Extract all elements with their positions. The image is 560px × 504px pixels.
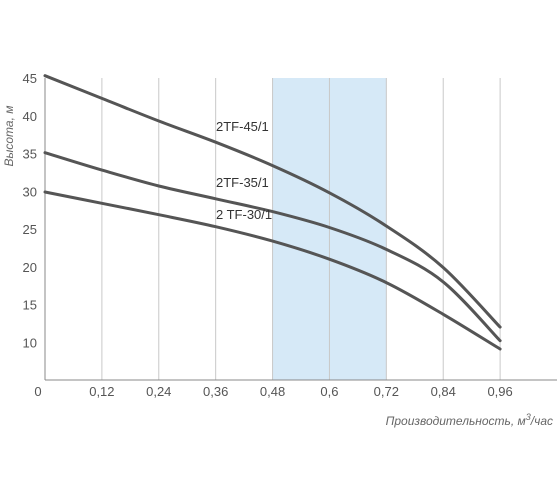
y-tick-label: 30	[23, 184, 37, 199]
y-tick-label: 40	[23, 109, 37, 124]
x-tick-label: 0,12	[89, 384, 114, 399]
series-label-3: 2 TF-30/1	[216, 207, 272, 222]
y-tick-label: 15	[23, 298, 37, 313]
series-label-2: 2TF-35/1	[216, 175, 269, 190]
y-tick-label: 45	[23, 71, 37, 86]
series-line-3	[43, 190, 502, 351]
x-tick-label: 0,96	[487, 384, 512, 399]
x-tick-label: 0,36	[203, 384, 228, 399]
x-tick-label: 0,72	[374, 384, 399, 399]
series-line-1	[43, 74, 502, 329]
grid	[101, 78, 501, 380]
x-tick-label: 0,84	[431, 384, 456, 399]
y-axis-title: Высота, м	[2, 106, 16, 167]
x-tick-labels: 0 0,12 0,24 0,36 0,48 0,6 0,72 0,84 0,96	[34, 384, 512, 399]
series-lines	[43, 74, 502, 351]
series-labels: 2TF-45/1 2TF-35/1 2 TF-30/1	[216, 119, 272, 222]
y-tick-labels: 10 15 20 25 30 35 40 45	[23, 71, 37, 350]
x-tick-label: 0,48	[260, 384, 285, 399]
y-tick-label: 20	[23, 260, 37, 275]
y-tick-label: 10	[23, 335, 37, 350]
x-tick-label: 0,24	[146, 384, 171, 399]
x-axis-title: Производительность, м3/час	[386, 412, 553, 428]
axes	[44, 78, 557, 381]
x-tick-label: 0	[34, 384, 41, 399]
series-label-1: 2TF-45/1	[216, 119, 269, 134]
series-line-2	[43, 151, 502, 343]
y-tick-label: 25	[23, 222, 37, 237]
x-tick-label: 0,6	[320, 384, 338, 399]
x-axis-title-sup: 3	[526, 412, 531, 422]
y-tick-label: 35	[23, 147, 37, 162]
x-axis-title-text: Производительность, м	[386, 414, 526, 428]
x-axis-title-suffix: /час	[530, 414, 553, 428]
